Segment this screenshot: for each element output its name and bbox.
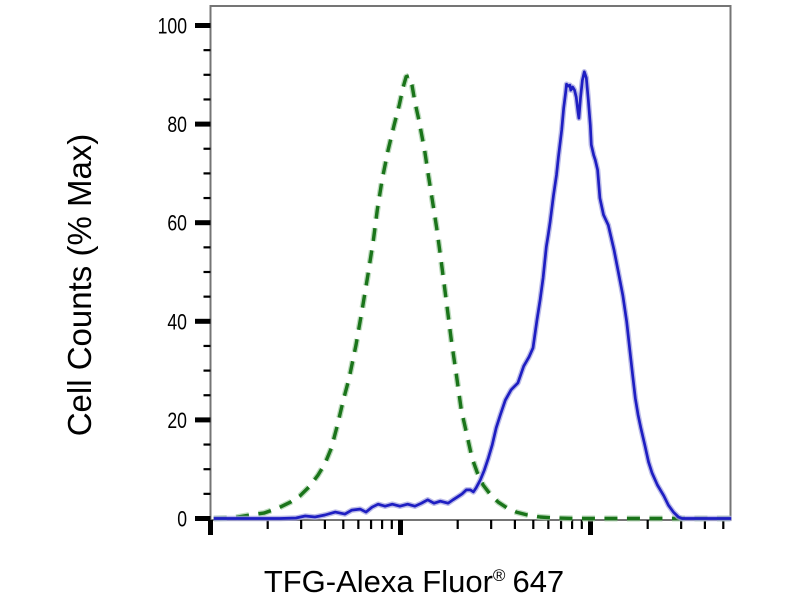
x-axis-title-main: TFG-Alexa Fluor (263, 564, 493, 599)
y-tick-label: 40 (167, 309, 187, 334)
registered-trademark-symbol: ® (492, 566, 506, 585)
y-axis-title: Cell Counts (% Max) (61, 133, 98, 437)
plot-frame (209, 5, 732, 521)
y-tick-label: 20 (167, 408, 187, 433)
y-tick-label: 100 (158, 14, 187, 39)
x-axis-title: TFG-Alexa Fluor® 647 (264, 564, 564, 600)
y-tick-label: 0 (177, 507, 187, 532)
blue-solid-curve (213, 70, 732, 520)
y-tick-label: 60 (167, 211, 187, 236)
green-dashed-curve (213, 74, 732, 521)
y-tick-label: 80 (167, 112, 187, 137)
green-dashed-curve-halo (213, 72, 732, 522)
x-axis-title-number: 647 (512, 564, 565, 599)
